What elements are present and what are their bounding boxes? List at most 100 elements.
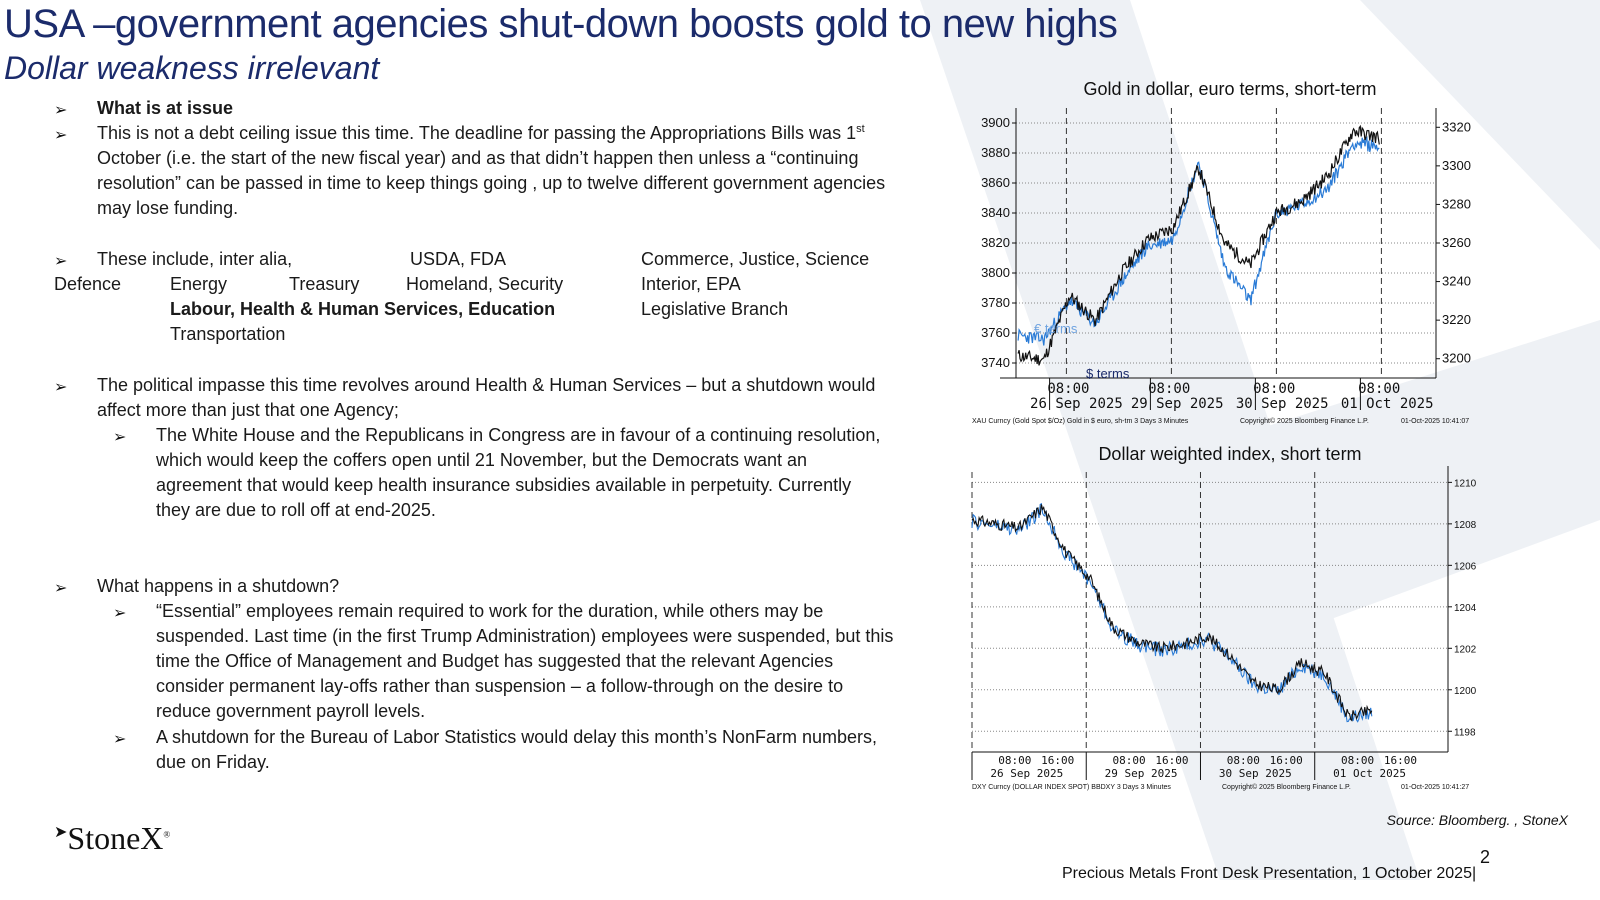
issue-heading: What is at issue: [97, 98, 234, 118]
x-tick-date: 29 Sep 2025: [1105, 767, 1178, 780]
x-tick-time: 08:00: [1148, 381, 1190, 397]
agency-commerce: Commerce, Justice, Science: [641, 249, 870, 269]
right-tick-label: 3300: [1442, 158, 1471, 173]
x-tick-time: 16:00: [1041, 754, 1074, 767]
chart1-footnote-mid: Copyright© 2025 Bloomberg Finance L.P.: [1240, 417, 1369, 425]
paragraph-3-line-1: The White House and the Republicans in C…: [156, 425, 881, 445]
logo-arrow-icon: ➤: [54, 824, 68, 841]
paragraph-4-line-4: consider permanent lay-offs rather than …: [156, 676, 844, 696]
left-tick-label: 3740: [981, 355, 1010, 370]
right-tick-label: 1200: [1454, 686, 1477, 697]
right-tick-label: 1202: [1454, 644, 1477, 655]
right-tick-label: 3260: [1442, 235, 1471, 250]
x-tick-date: 30 Sep 2025: [1219, 767, 1292, 780]
stonex-logo: ➤StoneX®: [54, 820, 171, 856]
x-tick-time: 08:00: [1358, 381, 1400, 397]
agencies-lead: These include, inter alia,: [97, 249, 293, 269]
left-tick-label: 3820: [981, 235, 1010, 250]
left-tick-label: 3780: [981, 295, 1010, 310]
euro-series-label: € terms: [1034, 321, 1078, 336]
x-tick-date: 01 Oct 2025: [1341, 396, 1434, 412]
left-tick-label: 3900: [981, 115, 1010, 130]
paragraph-2-line-2: affect more than just that one Agency;: [97, 400, 399, 420]
bullet-icon: ➢: [54, 253, 68, 270]
right-tick-label: 1198: [1454, 727, 1476, 738]
left-tick-label: 3860: [981, 175, 1010, 190]
bullet-icon: ➢: [54, 127, 68, 144]
left-tick-label: 3840: [981, 205, 1010, 220]
left-tick-label: 3800: [981, 265, 1010, 280]
x-tick-time: 08:00: [1227, 754, 1260, 767]
x-tick-time: 08:00: [1341, 754, 1374, 767]
agency-transport: Transportation: [170, 324, 286, 344]
x-tick-time: 16:00: [1384, 754, 1417, 767]
agency-homeland: Homeland, Security: [406, 274, 564, 294]
bullet-icon: ➢: [54, 580, 68, 597]
chart1-gold-dollar-euro: 3900 3880 3860 3840 3820 3800 3780 3760 3740 3320…: [972, 108, 1471, 425]
right-tick-label: 3280: [1442, 196, 1471, 211]
x-tick-date: 26 Sep 2025: [990, 767, 1063, 780]
x-tick-time: 08:00: [998, 754, 1031, 767]
chart1-footnote-right: 01-Oct-2025 10:41:07: [1401, 418, 1469, 425]
right-tick-label: 3220: [1442, 312, 1471, 327]
x-tick-date: 29 Sep 2025: [1131, 396, 1224, 412]
right-tick-label: 1210: [1454, 478, 1477, 489]
paragraph-4-line-2: suspended. Last time (in the first Trump…: [156, 626, 894, 646]
x-tick-date: 26 Sep 2025: [1030, 396, 1123, 412]
x-tick-date: 01 Oct 2025: [1333, 767, 1406, 780]
paragraph-1-line-4: may lose funding.: [97, 198, 239, 218]
presentation-footer: Precious Metals Front Desk Presentation,…: [1062, 865, 1477, 882]
agency-labour-hhs-education: Labour, Health & Human Services, Educati…: [170, 299, 556, 319]
source-note: Source: Bloomberg. , StoneX: [1386, 812, 1568, 828]
agency-energy: Energy: [170, 274, 228, 294]
paragraph-1-line-1: This is not a debt ceiling issue this ti…: [97, 123, 865, 143]
series-dollar-line: [1017, 124, 1380, 366]
right-tick-label: 1206: [1454, 561, 1477, 572]
page-title: USA –government agencies shut-down boost…: [4, 2, 1118, 46]
paragraph-5-line-1: A shutdown for the Bureau of Labor Stati…: [156, 727, 878, 747]
bullet-icon: ➢: [54, 102, 68, 119]
paragraph-2-line-1: The political impasse this time revolves…: [97, 375, 876, 395]
right-tick-label: 1208: [1454, 520, 1477, 531]
agency-interior: Interior, EPA: [641, 274, 741, 294]
bullet-icon: ➢: [113, 605, 127, 622]
paragraph-3-line-4: they are due to roll off at end-2025.: [156, 500, 436, 520]
right-tick-label: 3240: [1442, 274, 1471, 289]
series-dollar-index-line: [971, 504, 1373, 722]
series-euro-line: [1017, 135, 1380, 346]
x-tick-time: 16:00: [1155, 754, 1188, 767]
bullet-icon: ➢: [113, 731, 127, 748]
paragraph-3-line-2: which would keep the coffers open until …: [156, 450, 808, 470]
x-tick-time: 08:00: [1253, 381, 1295, 397]
chart2-dollar-index: 1210 1208 1206 1204 1202 1200 1198 08:00 16:00 08…: [971, 466, 1477, 791]
agency-legislative: Legislative Branch: [641, 299, 789, 319]
left-tick-label: 3880: [981, 145, 1010, 160]
paragraph-1-line-3: resolution” can be passed in time to kee…: [97, 173, 886, 193]
right-tick-label: 3200: [1442, 351, 1471, 366]
chart2-footnote-right: 01-Oct-2025 10:41:27: [1401, 784, 1469, 791]
dollar-series-label: $ terms: [1086, 366, 1130, 381]
right-tick-label: 1204: [1454, 603, 1477, 614]
paragraph-4-line-1: “Essential” employees remain required to…: [156, 601, 824, 621]
agency-treasury: Treasury: [289, 274, 360, 294]
paragraph-4-line-5: reduce government payroll levels.: [156, 701, 426, 721]
bullet-icon: ➢: [113, 429, 127, 446]
paragraph-5-line-2: due on Friday.: [156, 752, 270, 772]
question-heading: What happens in a shutdown?: [97, 576, 340, 596]
paragraph-3-line-3: agreement that would keep health insuran…: [156, 475, 852, 495]
paragraph-4-line-3: time the Office of Management and Budget…: [156, 651, 834, 671]
x-tick-time: 16:00: [1270, 754, 1303, 767]
paragraph-1-line-2: October (i.e. the start of the new fisca…: [97, 148, 859, 168]
x-tick-date: 30 Sep 2025: [1236, 396, 1329, 412]
chart2-footnote-mid: Copyright© 2025 Bloomberg Finance L.P.: [1222, 783, 1351, 791]
page-number: 2: [1480, 847, 1491, 867]
x-tick-time: 08:00: [1047, 381, 1089, 397]
right-tick-label: 3320: [1442, 119, 1471, 134]
x-tick-time: 08:00: [1113, 754, 1146, 767]
agency-defence: Defence: [54, 274, 122, 294]
chart1-footnote-left: XAU Curncy (Gold Spot $/Oz) Gold in $ eu…: [972, 418, 1189, 425]
series-dollar-index-blue: [971, 502, 1373, 723]
page-subtitle: Dollar weakness irrelevant: [4, 50, 380, 86]
chart2-footnote-left: DXY Curncy (DOLLAR INDEX SPOT) BBDXY 3 D…: [972, 784, 1171, 791]
left-tick-label: 3760: [981, 325, 1010, 340]
